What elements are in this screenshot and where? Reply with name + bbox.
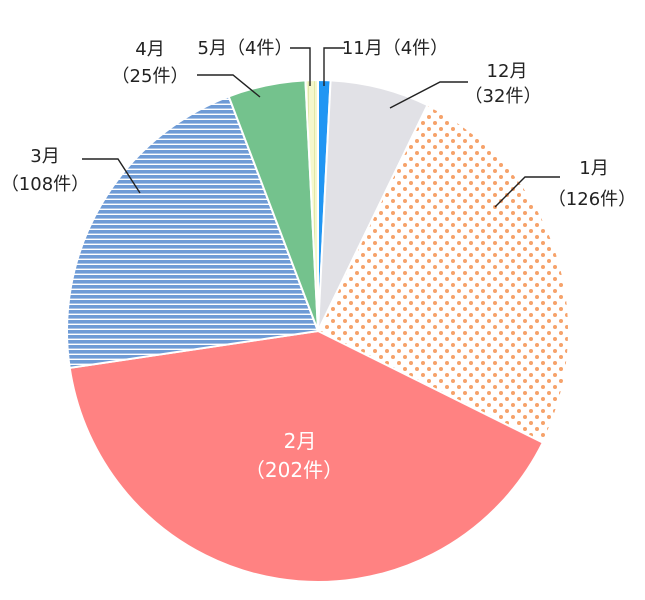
slice-labels: 11月（4件） 12月 （32件） 1月 （126件） 2月 （202件） 3月… (1, 38, 636, 482)
pie-slice-1月 (316, 103, 570, 444)
label-11月: 11月（4件） (342, 38, 448, 59)
label-1月-month: 1月 (579, 158, 608, 179)
leader-line-4月 (197, 74, 261, 98)
label-2月-month: 2月 (284, 429, 317, 453)
leader-line-1月 (494, 176, 560, 208)
label-1月-count: （126件） (548, 189, 636, 210)
label-5月: 5月（4件） (198, 38, 293, 59)
pie-slice-2月 (68, 329, 545, 583)
pie-slice-5月 (304, 78, 319, 332)
label-4月-month: 4月 (135, 39, 164, 60)
leader-line-11月 (323, 47, 345, 86)
leader-line-12月 (389, 81, 468, 109)
pie-slices (66, 78, 570, 583)
label-12月-month: 12月 (487, 61, 528, 82)
label-3月-month: 3月 (30, 146, 59, 167)
leader-line-5月 (290, 47, 311, 86)
leader-lines (82, 47, 560, 208)
pie-slice-3月 (66, 95, 320, 369)
label-12月-count: （32件） (465, 86, 542, 107)
label-4月-count: （25件） (112, 66, 189, 87)
label-3月-count: （108件） (1, 174, 89, 195)
leader-line-3月 (82, 158, 141, 194)
label-2月-count: （202件） (245, 458, 343, 482)
